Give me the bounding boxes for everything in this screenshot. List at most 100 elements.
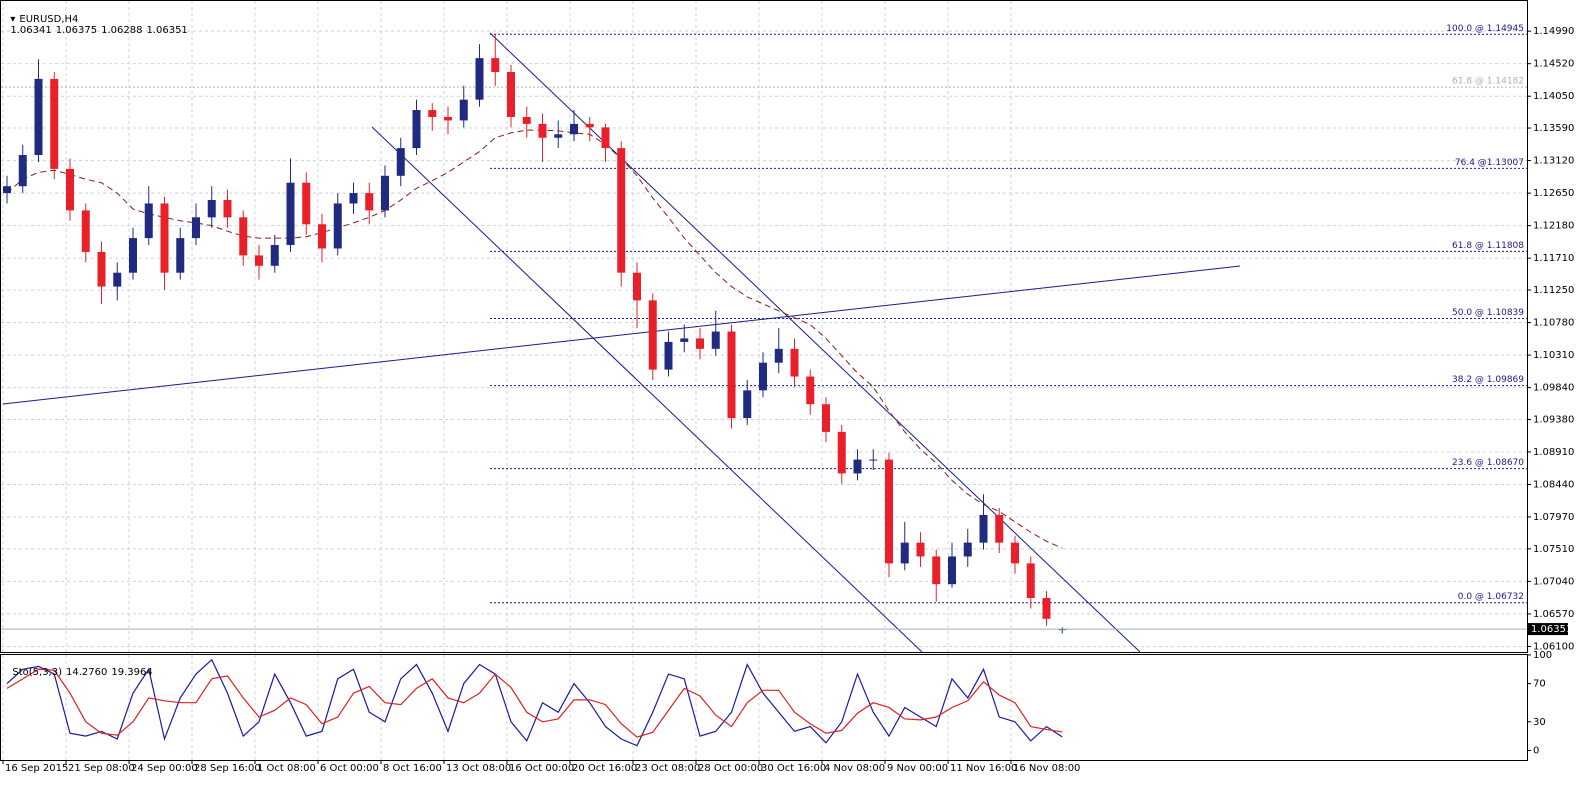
candle-body xyxy=(444,116,452,121)
candle-body xyxy=(979,514,988,543)
x-tick-label: 21 Sep 08:00 xyxy=(68,763,135,774)
candle-body xyxy=(570,123,578,135)
y-tick-label: 1.14990 xyxy=(1533,26,1574,37)
candle-body xyxy=(711,331,720,349)
fib-label: 50.0 @ 1.10839 xyxy=(1452,308,1524,318)
y-tick-label: 1.12650 xyxy=(1533,188,1574,199)
y-tick-label: 1.10780 xyxy=(1533,318,1574,329)
candle-body xyxy=(129,238,137,273)
x-tick-label: 23 Oct 08:00 xyxy=(635,763,700,774)
fib-label: 38.2 @ 1.09869 xyxy=(1452,375,1524,385)
candle-body xyxy=(302,182,311,225)
candle-body xyxy=(3,186,11,194)
candle-body xyxy=(113,272,122,287)
fib-label: 100.0 @ 1.14945 xyxy=(1446,24,1524,34)
candle-body xyxy=(522,116,531,124)
candle-body xyxy=(207,200,216,218)
y-tick-label: 1.13120 xyxy=(1533,156,1574,167)
x-tick-label: 11 Nov 16:00 xyxy=(950,763,1017,774)
x-tick-label: 8 Oct 16:00 xyxy=(383,763,442,774)
stoch-signal: 19.3964 xyxy=(111,667,153,678)
candle-body xyxy=(648,300,657,370)
fib-label: 23.6 @ 1.08670 xyxy=(1452,458,1524,468)
collapse-triangle[interactable]: ▾ xyxy=(10,14,16,25)
symbol: EURUSD,H4 xyxy=(19,14,79,25)
price-panel xyxy=(0,0,1528,653)
y-tick-label: 1.14520 xyxy=(1533,59,1574,70)
candle-body xyxy=(270,245,279,266)
candle-body xyxy=(18,155,27,187)
stoch-panel xyxy=(0,654,1528,761)
y-tick-label: 1.13590 xyxy=(1533,123,1574,134)
candle-body xyxy=(239,217,248,256)
candle-body xyxy=(995,514,1004,543)
x-tick-label: 4 Nov 08:00 xyxy=(824,763,885,774)
stoch-header: Sto(5,3,3) 14.2760 19.3964 xyxy=(6,656,157,678)
y-tick-label: 1.11710 xyxy=(1533,253,1574,264)
y-tick-label: 0 xyxy=(1533,745,1539,756)
candle-body xyxy=(1011,542,1019,564)
candle-body xyxy=(428,110,437,117)
candle-body xyxy=(475,58,484,100)
x-tick-label: 9 Nov 00:00 xyxy=(887,763,948,774)
candle-body xyxy=(664,341,673,370)
candle-body xyxy=(255,255,263,266)
candle-body xyxy=(97,251,106,287)
candle-body xyxy=(1026,563,1035,599)
candle-body xyxy=(507,71,515,117)
candle-body xyxy=(853,459,862,474)
candle-body xyxy=(837,431,846,474)
candle-body xyxy=(948,556,956,585)
low: 1.06288 xyxy=(101,25,143,36)
fib-label: 76.4 @1.13007 xyxy=(1455,158,1524,168)
candle-body xyxy=(932,556,941,585)
y-tick-label: 100 xyxy=(1533,650,1552,661)
y-tick-label: 1.06570 xyxy=(1533,609,1574,620)
y-tick-label: 1.10310 xyxy=(1533,350,1574,361)
candle-body xyxy=(1042,598,1051,619)
y-tick-label: 1.07970 xyxy=(1533,512,1574,523)
candle-body xyxy=(66,168,74,211)
x-tick-label: 20 Oct 16:00 xyxy=(572,763,637,774)
stoch-line xyxy=(6,668,1063,738)
x-tick-label: 16 Nov 08:00 xyxy=(1013,763,1080,774)
indicator-name: Sto(5,3,3) xyxy=(12,667,62,678)
candle-body xyxy=(396,148,405,176)
candle-body xyxy=(459,99,468,121)
high: 1.06375 xyxy=(55,25,98,36)
candle-body xyxy=(743,390,752,419)
candle-body xyxy=(333,203,342,249)
main-header: ▾ EURUSD,H4 1.06341 1.06375 1.06288 1.06351 xyxy=(4,3,192,36)
bid-label: 1.06351 xyxy=(1531,624,1572,635)
y-tick-label: 1.14050 xyxy=(1533,91,1574,102)
candle-body xyxy=(50,78,59,169)
candle-body xyxy=(223,200,232,218)
fib-label: 61.8 @ 1.14182 xyxy=(1452,77,1524,87)
x-tick-label: 16 Oct 00:00 xyxy=(509,763,574,774)
y-tick-label: 70 xyxy=(1533,679,1546,690)
y-tick-label: 1.07040 xyxy=(1533,576,1574,587)
candle-body xyxy=(286,182,295,246)
y-tick-label: 1.12180 xyxy=(1533,221,1574,232)
x-tick-label: 1 Oct 08:00 xyxy=(257,763,316,774)
candle-body xyxy=(34,78,43,156)
bid-box xyxy=(1528,623,1568,636)
x-tick-label: 28 Sep 16:00 xyxy=(194,763,261,774)
candle-body xyxy=(144,203,153,239)
y-tick-label: 1.08440 xyxy=(1533,480,1574,491)
candle-body xyxy=(727,331,736,419)
stoch-line xyxy=(6,658,1063,747)
candle-body xyxy=(365,193,374,211)
candle-body xyxy=(963,542,972,557)
candle-body xyxy=(585,123,594,128)
candle-body xyxy=(696,338,704,349)
candle-body xyxy=(349,193,358,204)
candle-body xyxy=(885,459,893,564)
candle-body xyxy=(381,175,389,211)
y-tick-label: 1.11250 xyxy=(1533,285,1574,296)
candle-body xyxy=(617,148,626,273)
x-tick-label: 30 Oct 16:00 xyxy=(761,763,826,774)
candle-body xyxy=(680,338,689,342)
